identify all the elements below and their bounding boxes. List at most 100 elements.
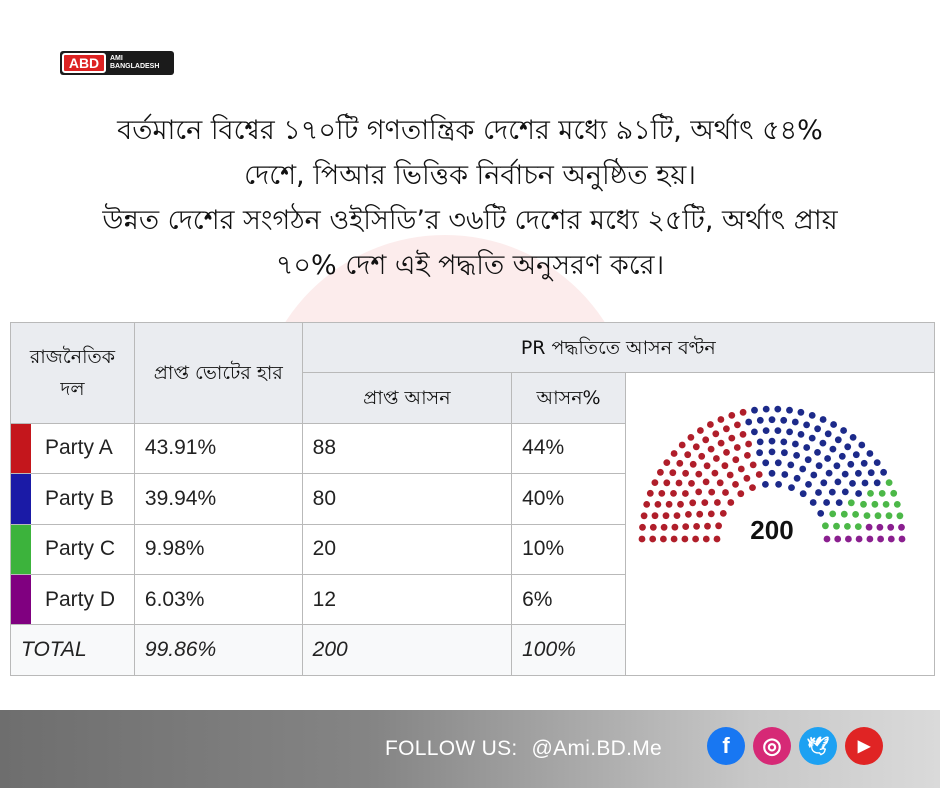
header-seats: প্রাপ্ত আসন	[301, 372, 513, 424]
seat-dot	[706, 421, 714, 429]
seat-dot	[823, 499, 830, 507]
site-logo[interactable]: ABD AMI BANGLADESH	[60, 51, 174, 75]
table-row: Party C 9.98% 20 10%	[10, 523, 935, 576]
header-seat-percent: আসন%	[511, 372, 626, 424]
seat-dot	[865, 523, 873, 531]
seat-dot	[687, 434, 695, 441]
total-seat-percent: 100%	[511, 624, 626, 676]
seat-dot	[712, 430, 720, 438]
seat-dot	[715, 522, 722, 530]
seat-dot	[788, 484, 795, 492]
seat-dot	[733, 421, 741, 429]
party-name: Party C	[45, 537, 116, 561]
seat-dot	[749, 461, 757, 469]
party-name: Party A	[45, 436, 113, 460]
vote-cell: 6.03%	[133, 574, 303, 626]
party-color-swatch	[11, 575, 31, 625]
seat-dot	[646, 490, 654, 497]
seat-dot	[739, 409, 747, 416]
total-row: TOTAL 99.86% 200 100%	[10, 624, 935, 676]
seats-cell: 88	[301, 422, 513, 475]
seat-dot	[791, 440, 799, 448]
seat-dot	[660, 524, 668, 531]
seat-dot	[830, 421, 837, 429]
seat-dot	[669, 469, 677, 477]
seat-dot	[803, 444, 811, 452]
seat-dot	[854, 523, 862, 531]
seat-dot	[867, 469, 875, 477]
vote-cell: 43.91%	[133, 422, 303, 475]
seat-dot	[809, 499, 817, 507]
seat-dot	[793, 475, 801, 482]
seat-percent-cell: 44%	[511, 422, 626, 475]
party-cell: Party D	[10, 574, 135, 626]
seat-dot	[803, 421, 810, 429]
seat-dot	[835, 499, 843, 507]
twitter-icon[interactable]: 🕊	[799, 727, 837, 765]
seat-dot	[682, 523, 690, 531]
seat-dot	[880, 469, 887, 476]
seat-dot	[693, 523, 700, 530]
seat-dot	[643, 501, 651, 508]
seat-dot	[689, 461, 697, 468]
seat-dot	[728, 434, 736, 442]
seat-dot	[682, 470, 689, 477]
social-handle[interactable]: @Ami.BD.Me	[531, 737, 663, 760]
seat-dot	[703, 462, 711, 470]
seat-dot	[737, 490, 745, 498]
seat-dot	[755, 471, 763, 479]
seat-dot	[677, 501, 684, 508]
party-cell: Party C	[10, 523, 135, 576]
seat-dot	[855, 535, 863, 543]
table-row: Party B 39.94% 80 40%	[10, 473, 935, 525]
seat-dot	[659, 535, 667, 543]
seat-dot	[843, 523, 851, 530]
seat-dot	[745, 440, 752, 448]
seat-dot	[721, 462, 729, 470]
seat-dot	[681, 535, 689, 543]
seat-dot	[768, 416, 776, 424]
seat-dot	[727, 499, 735, 507]
facebook-icon[interactable]: f	[707, 727, 745, 765]
seat-dot	[717, 439, 725, 447]
seat-dot	[723, 449, 730, 456]
seat-dot	[852, 451, 860, 459]
seat-dot	[898, 535, 906, 543]
seat-dot	[737, 465, 745, 473]
logo-text: AMI BANGLADESH	[108, 51, 163, 75]
seat-dot	[713, 499, 721, 507]
seat-dot	[774, 427, 782, 435]
seat-dot	[689, 499, 697, 507]
seat-dot	[824, 430, 832, 438]
seat-dot	[712, 455, 720, 463]
seat-percent-cell: 40%	[511, 473, 626, 525]
logo-line-1: AMI	[110, 55, 123, 62]
seat-dot	[855, 490, 862, 498]
seat-dot	[663, 479, 671, 487]
seat-dot	[702, 535, 710, 543]
seat-dot	[866, 450, 874, 458]
seat-dot	[854, 470, 862, 477]
seat-dot	[820, 479, 828, 487]
party-color-swatch	[11, 524, 31, 575]
seat-dot	[719, 510, 727, 517]
seat-dot	[640, 512, 648, 520]
seat-dot	[698, 453, 706, 460]
seat-dot	[896, 512, 904, 520]
instagram-icon[interactable]: ◎	[753, 727, 791, 765]
seat-dot	[663, 459, 671, 467]
seat-dot	[815, 489, 822, 497]
seat-dot	[704, 522, 711, 530]
parliament-seat-chart: 200	[638, 405, 906, 545]
youtube-icon[interactable]: ▶	[845, 727, 883, 765]
seat-dot	[692, 443, 700, 451]
seat-dot	[707, 445, 715, 453]
seat-dot	[841, 488, 849, 496]
seat-dot	[833, 522, 840, 530]
seat-dot	[696, 427, 704, 435]
seats-cell: 12	[301, 574, 513, 626]
seat-dot	[696, 510, 704, 518]
follow-text: FOLLOW US: @Ami.BD.Me	[385, 737, 662, 761]
seat-dot	[876, 524, 884, 531]
header-vote-share: প্রাপ্ত ভোটের হার	[133, 322, 303, 424]
